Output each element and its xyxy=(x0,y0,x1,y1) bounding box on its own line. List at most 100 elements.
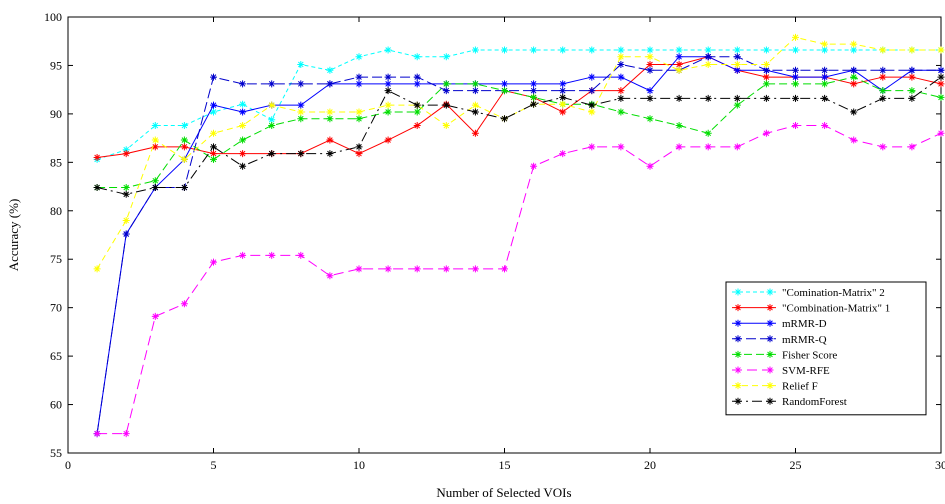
data-point xyxy=(850,108,858,116)
data-point xyxy=(821,46,829,54)
data-point xyxy=(704,60,712,68)
axis-ticks: 0 5 10 15 20 25 30 55 60 65 70 75 80 85 90 95 100 xyxy=(44,10,945,472)
data-point xyxy=(471,87,479,95)
data-point xyxy=(908,46,916,54)
data-point xyxy=(559,100,567,108)
data-point xyxy=(530,87,538,95)
data-point xyxy=(821,40,829,48)
data-point xyxy=(471,129,479,137)
data-point xyxy=(501,265,508,273)
data-point xyxy=(471,80,479,88)
data-point xyxy=(384,73,392,81)
data-point xyxy=(151,136,159,144)
data-point xyxy=(646,46,654,54)
data-point xyxy=(588,73,596,81)
data-point xyxy=(588,101,596,109)
data-point xyxy=(471,265,479,273)
series-line xyxy=(96,36,941,270)
data-point xyxy=(384,265,392,273)
data-point xyxy=(93,184,101,192)
data-point xyxy=(501,46,508,54)
series-7 xyxy=(93,73,945,198)
data-point xyxy=(646,162,654,170)
legend-marker xyxy=(734,397,742,405)
y-tick-label: 65 xyxy=(50,349,62,363)
legend-label: mRMR-Q xyxy=(782,334,827,346)
data-point xyxy=(384,80,392,88)
data-point xyxy=(413,53,421,61)
data-point xyxy=(501,80,508,88)
data-point xyxy=(908,66,916,74)
data-point xyxy=(646,53,654,61)
data-point xyxy=(122,216,130,224)
data-point xyxy=(704,53,712,61)
data-point xyxy=(151,122,159,130)
data-point xyxy=(559,93,567,101)
data-point xyxy=(268,251,276,259)
y-tick-label: 60 xyxy=(50,398,62,412)
data-point xyxy=(413,122,421,130)
data-point xyxy=(646,87,654,95)
legend-marker xyxy=(734,304,742,312)
data-point xyxy=(792,46,799,54)
data-point xyxy=(908,94,916,102)
data-point xyxy=(471,46,479,54)
legend-marker xyxy=(734,335,742,343)
data-point xyxy=(559,150,567,158)
data-point xyxy=(675,94,683,102)
data-point xyxy=(297,60,305,68)
data-point xyxy=(355,80,363,88)
data-point xyxy=(239,122,247,130)
data-point xyxy=(792,80,799,88)
data-point xyxy=(297,150,305,158)
data-point xyxy=(239,162,247,170)
data-point xyxy=(617,73,625,81)
data-point xyxy=(151,143,159,151)
legend-label: "Comination-Matrix" 2 xyxy=(782,287,885,299)
data-point xyxy=(850,80,858,88)
data-point xyxy=(180,143,188,151)
data-point xyxy=(210,73,217,81)
data-point xyxy=(879,143,887,151)
legend-label: "Combination-Matrix" 1 xyxy=(782,303,890,315)
data-point xyxy=(733,66,741,74)
data-point xyxy=(355,108,363,116)
data-point xyxy=(122,190,130,198)
data-point xyxy=(937,66,945,74)
data-point xyxy=(617,143,625,151)
data-point xyxy=(588,108,596,116)
data-point xyxy=(413,80,421,88)
data-point xyxy=(151,184,159,192)
data-point xyxy=(559,80,567,88)
data-point xyxy=(850,73,858,81)
data-point xyxy=(180,136,188,144)
data-point xyxy=(122,230,130,238)
data-point xyxy=(937,80,945,88)
data-point xyxy=(297,101,305,109)
data-point xyxy=(239,108,247,116)
series-line xyxy=(96,49,941,160)
legend-marker xyxy=(734,288,742,296)
y-axis-title: Accuracy (%) xyxy=(6,199,21,272)
data-point xyxy=(762,73,770,81)
data-point xyxy=(413,108,421,116)
series-line xyxy=(96,76,942,195)
data-point xyxy=(559,46,567,54)
data-point xyxy=(471,108,479,116)
y-tick-label: 55 xyxy=(50,446,62,460)
data-point xyxy=(413,73,421,81)
data-point xyxy=(180,300,188,308)
data-point xyxy=(762,66,770,74)
x-axis-title: Number of Selected VOIs xyxy=(436,485,571,500)
data-point xyxy=(384,87,392,95)
data-point xyxy=(442,265,450,273)
data-point xyxy=(326,80,334,88)
data-point xyxy=(733,60,741,68)
legend-label: mRMR-D xyxy=(782,318,827,330)
data-point xyxy=(268,122,276,130)
data-point xyxy=(675,46,683,54)
data-point xyxy=(384,46,392,54)
data-point xyxy=(122,430,130,438)
data-point xyxy=(530,100,538,108)
